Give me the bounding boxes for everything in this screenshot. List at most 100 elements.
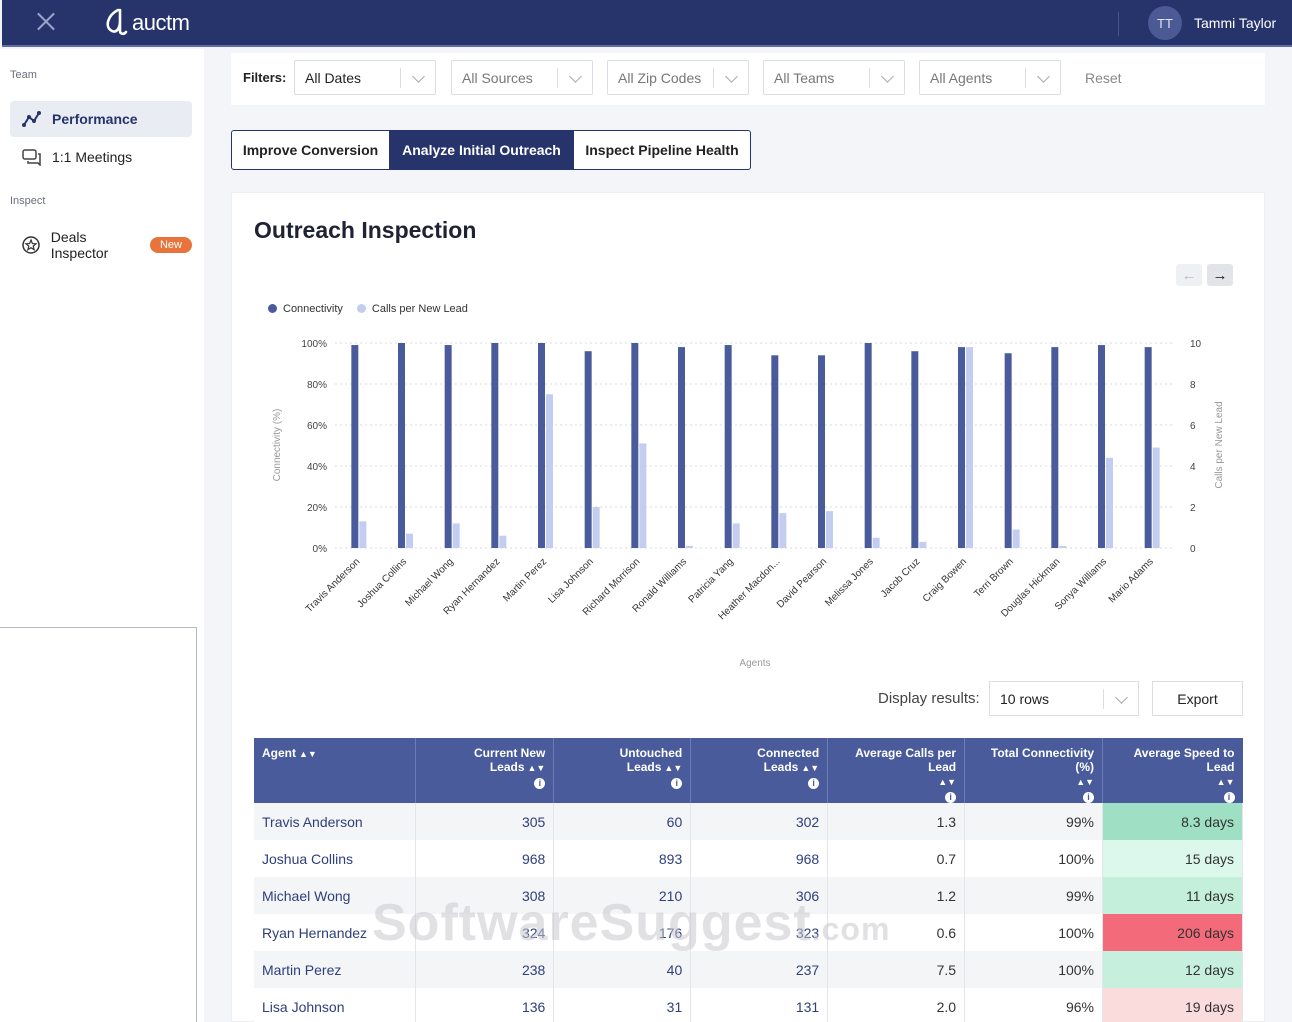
- sort-icon[interactable]: ▲▼: [664, 763, 683, 773]
- sort-icon[interactable]: ▲▼: [299, 749, 317, 759]
- reset-button[interactable]: Reset: [1085, 70, 1122, 86]
- bar-calls-per-lead[interactable]: [919, 541, 927, 548]
- legend-item-connectivity[interactable]: Connectivity: [268, 303, 343, 315]
- column-header-average-speed-to-lead[interactable]: Average Speed to Lead ▲▼ i: [1102, 738, 1243, 803]
- bar-connectivity[interactable]: [678, 347, 685, 548]
- table-row[interactable]: Michael Wong 308 210 306 1.2 99% 11 days: [254, 877, 1243, 914]
- table-cell-agent[interactable]: Travis Anderson: [254, 803, 417, 840]
- sidebar-item-deals-inspector[interactable]: Deals Inspector New: [10, 227, 192, 263]
- arrow-right-icon[interactable]: →: [1207, 264, 1233, 286]
- bar-calls-per-lead[interactable]: [1106, 457, 1113, 548]
- table-cell-connected-leads[interactable]: 306: [690, 877, 829, 914]
- table-cell-untouched-leads[interactable]: 40: [553, 951, 692, 988]
- table-cell-current-new-leads[interactable]: 238: [415, 951, 555, 988]
- teams-filter[interactable]: All Teams: [763, 60, 905, 95]
- info-icon[interactable]: i: [671, 778, 683, 789]
- sort-icon[interactable]: ▲▼: [1216, 777, 1235, 787]
- dates-filter[interactable]: All Dates: [294, 60, 436, 95]
- bar-calls-per-lead[interactable]: [1012, 529, 1020, 548]
- tab-analyze-initial-outreach[interactable]: Analyze Initial Outreach: [390, 131, 574, 169]
- bar-calls-per-lead[interactable]: [359, 521, 367, 548]
- info-icon[interactable]: i: [945, 792, 957, 803]
- column-header-current-new-leads[interactable]: Current New Leads ▲▼ i: [415, 738, 555, 803]
- bar-calls-per-lead[interactable]: [686, 545, 693, 548]
- sources-filter[interactable]: All Sources: [451, 60, 593, 95]
- table-cell-connected-leads[interactable]: 323: [690, 914, 829, 951]
- table-cell-untouched-leads[interactable]: 210: [553, 877, 692, 914]
- tab-inspect-pipeline-health[interactable]: Inspect Pipeline Health: [585, 142, 739, 158]
- column-header-agent[interactable]: Agent ▲▼: [254, 738, 417, 803]
- bar-calls-per-lead[interactable]: [1152, 447, 1160, 548]
- table-row[interactable]: Martin Perez 238 40 237 7.5 100% 12 days: [254, 951, 1243, 988]
- table-cell-untouched-leads[interactable]: 31: [553, 988, 692, 1022]
- table-row[interactable]: Lisa Johnson 136 31 131 2.0 96% 19 days: [254, 988, 1243, 1022]
- export-button[interactable]: Export: [1152, 681, 1243, 716]
- sidebar-item-performance[interactable]: Performance: [10, 101, 192, 137]
- table-cell-agent[interactable]: Joshua Collins: [254, 840, 417, 877]
- bar-connectivity[interactable]: [911, 351, 919, 548]
- sort-icon[interactable]: ▲▼: [527, 763, 546, 773]
- close-icon[interactable]: [36, 11, 56, 31]
- bar-connectivity[interactable]: [958, 347, 965, 548]
- info-icon[interactable]: i: [1223, 792, 1235, 803]
- sort-icon[interactable]: ▲▼: [938, 777, 957, 787]
- bar-calls-per-lead[interactable]: [732, 523, 740, 548]
- sort-icon[interactable]: ▲▼: [801, 763, 820, 773]
- table-cell-current-new-leads[interactable]: 305: [415, 803, 555, 840]
- user-name[interactable]: Tammi Taylor: [1194, 15, 1277, 31]
- bar-calls-per-lead[interactable]: [406, 533, 413, 548]
- bar-calls-per-lead[interactable]: [499, 535, 507, 548]
- rows-per-page-select[interactable]: 10 rows: [989, 681, 1139, 716]
- table-cell-connected-leads[interactable]: 131: [690, 988, 829, 1022]
- table-cell-untouched-leads[interactable]: 60: [553, 803, 692, 840]
- bar-connectivity[interactable]: [398, 343, 405, 548]
- bar-connectivity[interactable]: [1144, 347, 1152, 548]
- table-cell-agent[interactable]: Lisa Johnson: [254, 988, 417, 1022]
- table-cell-agent[interactable]: Ryan Hernandez: [254, 914, 417, 951]
- tab-improve-conversion[interactable]: Improve Conversion: [232, 131, 390, 169]
- bar-connectivity[interactable]: [1098, 345, 1105, 548]
- bar-connectivity[interactable]: [351, 345, 359, 548]
- bar-connectivity[interactable]: [584, 351, 592, 548]
- bar-connectivity[interactable]: [444, 345, 452, 548]
- sort-icon[interactable]: ▲▼: [1076, 777, 1095, 787]
- bar-calls-per-lead[interactable]: [872, 537, 880, 548]
- table-cell-current-new-leads[interactable]: 968: [415, 840, 555, 877]
- bar-connectivity[interactable]: [538, 343, 545, 548]
- bar-calls-per-lead[interactable]: [452, 523, 460, 548]
- legend-item-calls-per-lead[interactable]: Calls per New Lead: [356, 303, 468, 315]
- table-cell-untouched-leads[interactable]: 893: [553, 840, 692, 877]
- agents-filter[interactable]: All Agents: [919, 60, 1061, 95]
- table-cell-untouched-leads[interactable]: 176: [553, 914, 692, 951]
- bar-calls-per-lead[interactable]: [546, 394, 553, 548]
- column-header-connected-leads[interactable]: Connected Leads ▲▼ i: [690, 738, 829, 803]
- table-row[interactable]: Travis Anderson 305 60 302 1.3 99% 8.3 days: [254, 803, 1243, 840]
- table-cell-connected-leads[interactable]: 968: [690, 840, 829, 877]
- column-header-untouched-leads[interactable]: Untouched Leads ▲▼ i: [553, 738, 692, 803]
- table-cell-current-new-leads[interactable]: 308: [415, 877, 555, 914]
- bar-calls-per-lead[interactable]: [966, 347, 973, 548]
- table-row[interactable]: Ryan Hernandez 324 176 323 0.6 100% 206 days: [254, 914, 1243, 951]
- table-cell-agent[interactable]: Martin Perez: [254, 951, 417, 988]
- bar-connectivity[interactable]: [724, 345, 732, 548]
- bar-connectivity[interactable]: [818, 355, 825, 548]
- table-row[interactable]: Joshua Collins 968 893 968 0.7 100% 15 days: [254, 840, 1243, 877]
- column-header-total-connectivity[interactable]: Total Connectivity (%) ▲▼ i: [964, 738, 1104, 803]
- bar-connectivity[interactable]: [1051, 347, 1059, 548]
- info-icon[interactable]: i: [534, 778, 546, 789]
- info-icon[interactable]: i: [1083, 792, 1095, 803]
- table-cell-current-new-leads[interactable]: 324: [415, 914, 555, 951]
- bar-calls-per-lead[interactable]: [779, 513, 787, 548]
- zip-codes-filter[interactable]: All Zip Codes: [607, 60, 749, 95]
- avatar[interactable]: TT: [1148, 6, 1182, 40]
- app-logo[interactable]: auctm: [102, 6, 190, 40]
- bar-calls-per-lead[interactable]: [592, 507, 600, 548]
- bar-calls-per-lead[interactable]: [826, 511, 833, 548]
- table-cell-current-new-leads[interactable]: 136: [415, 988, 555, 1022]
- table-cell-connected-leads[interactable]: 302: [690, 803, 829, 840]
- bar-calls-per-lead[interactable]: [1059, 545, 1067, 548]
- bar-connectivity[interactable]: [1004, 353, 1012, 548]
- table-cell-connected-leads[interactable]: 237: [690, 951, 829, 988]
- sidebar-item-meetings[interactable]: 1:1 Meetings: [10, 139, 192, 175]
- bar-connectivity[interactable]: [864, 343, 872, 548]
